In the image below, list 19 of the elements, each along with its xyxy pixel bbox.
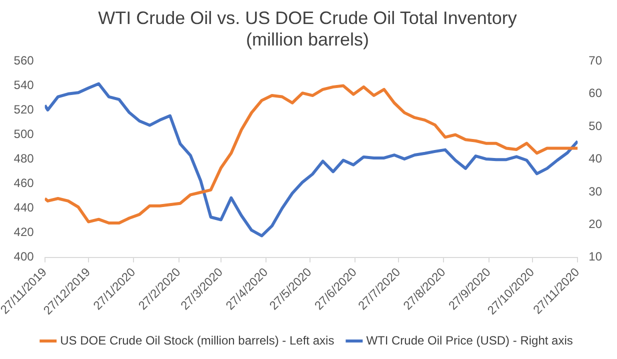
y-tick-label: 520: [14, 102, 34, 117]
y-tick-label: 420: [14, 225, 34, 240]
y2-tick-label: 70: [588, 54, 602, 68]
y-tick-label: 440: [14, 200, 34, 215]
y-tick-label: 400: [14, 250, 34, 264]
y-tick-label: 460: [14, 176, 34, 190]
y-tick-label: 500: [14, 127, 34, 142]
y-tick-label: 540: [14, 78, 34, 92]
y-tick-label: 480: [14, 152, 34, 166]
y2-tick-label: 60: [588, 86, 602, 100]
y2-tick-label: 10: [588, 250, 602, 264]
legend-label: US DOE Crude Oil Stock (million barrels) - Left axis: [60, 333, 334, 348]
y2-tick-label: 30: [588, 184, 602, 198]
y-tick-label: 560: [14, 54, 34, 68]
y2-tick-label: 20: [588, 216, 602, 231]
y2-tick-label: 40: [588, 152, 602, 166]
y2-tick-label: 50: [588, 118, 602, 133]
legend-label: WTI Crude Oil Price (USD) - Right axis: [366, 333, 573, 348]
chart-title: WTI Crude Oil vs. US DOE Crude Oil Total Inventory (million barrels): [98, 8, 517, 50]
